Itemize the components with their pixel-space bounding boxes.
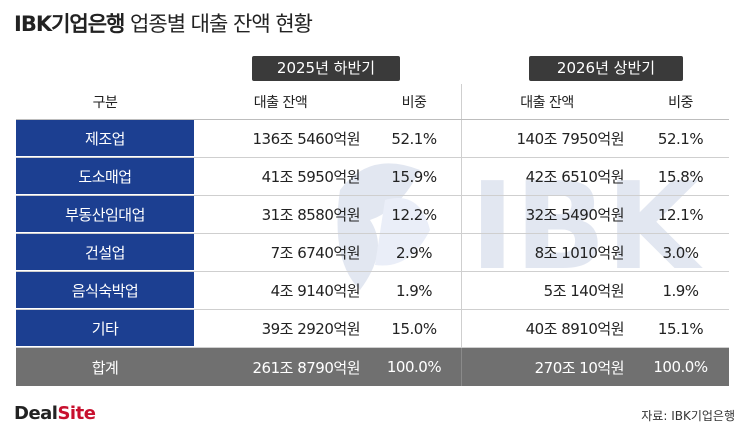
- row-category: 기타: [16, 310, 194, 347]
- row-amount-first: 31조 8580억원: [261, 206, 361, 224]
- table-row: 도소매업 41조 5950억원 15.9% 42조 6510억원 15.8%: [16, 158, 729, 196]
- row-amount-second: 140조 7950억원: [516, 130, 625, 148]
- header-amount-second: 대출 잔액: [520, 94, 574, 111]
- page-title: IBK기업은행 업종별 대출 잔액 현황: [14, 8, 313, 38]
- row-share-first: 1.9%: [367, 272, 462, 309]
- row-amount-second: 5조 140억원: [543, 282, 625, 300]
- loan-balance-table: 구분 대출 잔액 비중 대출 잔액 비중 제조업 136조 5460억원 52.…: [16, 84, 729, 386]
- row-category: 건설업: [16, 234, 194, 271]
- table-row: 부동산임대업 31조 8580억원 12.2% 32조 5490억원 12.1%: [16, 196, 729, 234]
- total-share-second: 100.0%: [653, 358, 708, 376]
- row-share-first: 15.0%: [367, 310, 462, 347]
- table-total-row: 합계 261조 8790억원 100.0% 270조 10억원 100.0%: [16, 348, 729, 386]
- dealsite-logo: DealSite: [14, 403, 96, 424]
- row-share-first: 15.9%: [367, 158, 462, 195]
- source-note: 자료: IBK기업은행: [641, 409, 735, 423]
- row-amount-second: 42조 6510억원: [525, 168, 625, 186]
- table-row: 음식숙박업 4조 9140억원 1.9% 5조 140억원 1.9%: [16, 272, 729, 310]
- row-share-second: 52.1%: [657, 129, 704, 148]
- title-bank-name: IBK기업은행: [14, 12, 125, 36]
- row-category: 제조업: [16, 120, 194, 157]
- header-amount-first: 대출 잔액: [253, 94, 308, 111]
- logo-part-site: Site: [57, 403, 96, 424]
- row-share-second: 1.9%: [662, 281, 699, 300]
- header-share-first: 비중: [367, 84, 462, 119]
- row-amount-second: 32조 5490억원: [525, 206, 625, 224]
- period-badge-second: 2026년 상반기: [529, 56, 683, 81]
- row-amount-first: 136조 5460억원: [252, 130, 361, 148]
- row-share-first: 12.2%: [367, 196, 462, 233]
- row-amount-first: 7조 6740억원: [270, 244, 361, 262]
- total-category: 합계: [16, 348, 194, 386]
- row-amount-second: 8조 1010억원: [534, 244, 625, 262]
- row-amount-first: 39조 2920억원: [261, 320, 361, 338]
- period-badge-first: 2025년 하반기: [252, 56, 400, 81]
- table-row: 기타 39조 2920억원 15.0% 40조 8910억원 15.1%: [16, 310, 729, 348]
- row-amount-first: 4조 9140억원: [270, 282, 361, 300]
- table-header-row: 구분 대출 잔액 비중 대출 잔액 비중: [16, 84, 729, 120]
- row-category: 부동산임대업: [16, 196, 194, 233]
- row-category: 도소매업: [16, 158, 194, 195]
- title-subject: 업종별 대출 잔액 현황: [124, 12, 313, 36]
- row-share-second: 15.8%: [657, 167, 704, 186]
- row-share-second: 3.0%: [662, 243, 699, 262]
- row-share-first: 2.9%: [367, 234, 462, 271]
- row-category: 음식숙박업: [16, 272, 194, 309]
- total-amount-first: 261조 8790억원: [252, 358, 361, 377]
- total-amount-second: 270조 10억원: [534, 358, 625, 377]
- logo-part-deal: Deal: [14, 403, 58, 424]
- header-category: 구분: [92, 94, 118, 111]
- row-share-first: 52.1%: [367, 120, 462, 157]
- table-row: 제조업 136조 5460억원 52.1% 140조 7950억원 52.1%: [16, 120, 729, 158]
- row-share-second: 12.1%: [657, 205, 704, 224]
- total-share-first: 100.0%: [367, 348, 462, 386]
- row-amount-second: 40조 8910억원: [525, 320, 625, 338]
- row-share-second: 15.1%: [657, 319, 704, 338]
- table-row: 건설업 7조 6740억원 2.9% 8조 1010억원 3.0%: [16, 234, 729, 272]
- header-share-second: 비중: [668, 94, 693, 111]
- row-amount-first: 41조 5950억원: [261, 168, 361, 186]
